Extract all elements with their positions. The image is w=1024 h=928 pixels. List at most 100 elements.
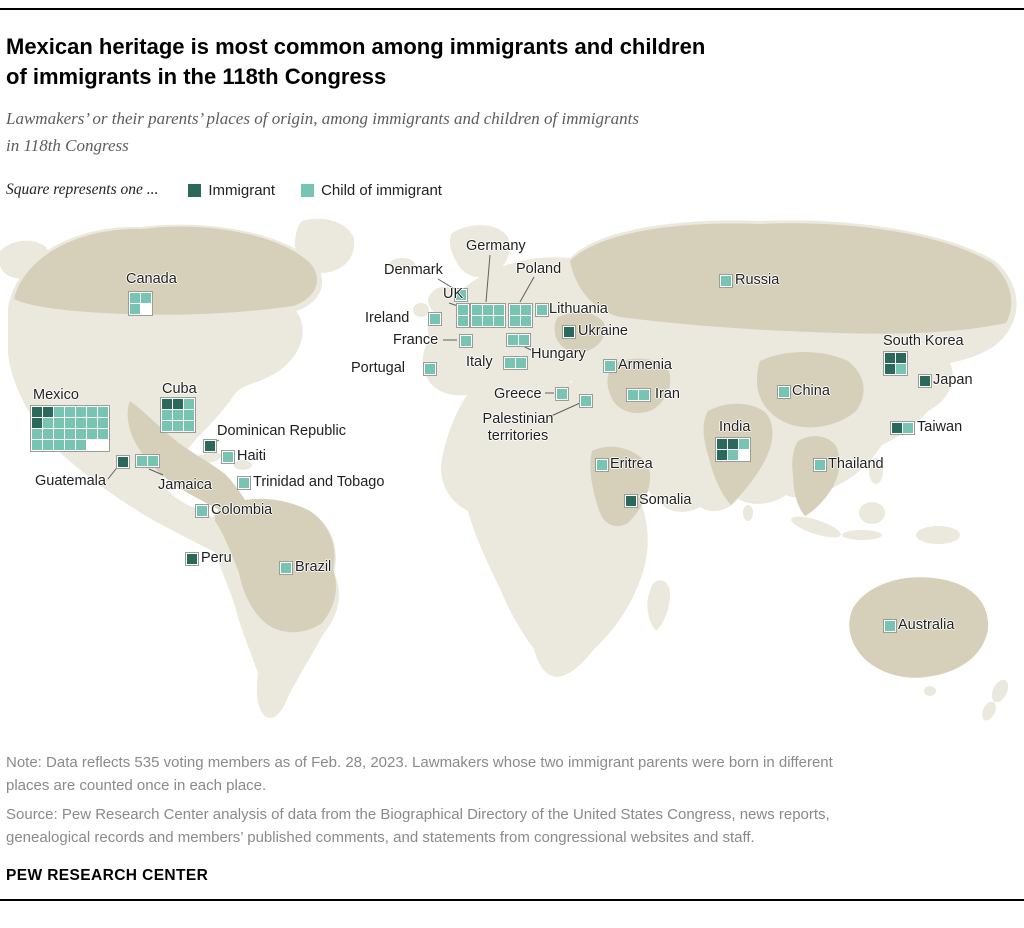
squares-somalia bbox=[624, 494, 638, 508]
squares-south-korea bbox=[883, 351, 908, 376]
child-of-immigrant-square bbox=[458, 305, 468, 315]
child-of-immigrant-square bbox=[130, 293, 140, 303]
squares-jamaica bbox=[135, 454, 160, 468]
country-label-colombia: Colombia bbox=[211, 502, 273, 518]
child-of-immigrant-square bbox=[173, 421, 183, 431]
country-label-ukraine: Ukraine bbox=[578, 323, 628, 339]
country-label-armenia: Armenia bbox=[618, 357, 672, 373]
child-of-immigrant-square bbox=[98, 418, 108, 428]
immigrant-square bbox=[32, 418, 42, 428]
child-of-immigrant-square bbox=[76, 429, 86, 439]
immigrant-square bbox=[892, 423, 902, 433]
child-of-immigrant-square bbox=[516, 358, 526, 368]
child-of-immigrant-square bbox=[461, 336, 471, 346]
country-label-cuba: Cuba bbox=[162, 381, 197, 397]
child-of-immigrant-square bbox=[98, 429, 108, 439]
country-label-denmark: Denmark bbox=[384, 262, 443, 278]
child-of-immigrant-square bbox=[87, 429, 97, 439]
child-of-immigrant-square bbox=[728, 450, 738, 460]
child-of-immigrant-square bbox=[721, 276, 731, 286]
chart-title: Mexican heritage is most common among im… bbox=[6, 34, 706, 89]
legend-label-child: Child of immigrant bbox=[321, 181, 442, 199]
squares-cuba bbox=[160, 397, 196, 433]
child-of-immigrant-square bbox=[508, 335, 518, 345]
country-label-germany: Germany bbox=[466, 238, 526, 254]
country-label-eritrea: Eritrea bbox=[610, 456, 653, 472]
child-of-immigrant-square bbox=[54, 407, 64, 417]
squares-france bbox=[459, 334, 473, 348]
country-label-brazil: Brazil bbox=[295, 559, 332, 575]
child-of-immigrant-square bbox=[494, 305, 504, 315]
child-of-immigrant-square bbox=[425, 364, 435, 374]
country-markers: Canada Mexico Cuba Guatemala Jamaica Dominica… bbox=[0, 213, 1024, 733]
child-of-immigrant-square bbox=[597, 460, 607, 470]
continents bbox=[0, 218, 1017, 721]
country-label-trinidad-and-tobago: Trinidad and Tobago bbox=[253, 474, 385, 490]
child-of-immigrant-square bbox=[98, 407, 108, 417]
country-label-japan: Japan bbox=[933, 372, 973, 388]
child-of-immigrant-square bbox=[54, 418, 64, 428]
child-of-immigrant-square bbox=[537, 305, 547, 315]
child-of-immigrant-square bbox=[639, 390, 649, 400]
immigrant-square bbox=[32, 407, 42, 417]
country-label-australia: Australia bbox=[898, 617, 955, 633]
country-label-ireland: Ireland bbox=[365, 310, 410, 326]
country-label-thailand: Thailand bbox=[828, 456, 884, 472]
country-label-uk: UK bbox=[443, 286, 464, 302]
child-of-immigrant-square bbox=[76, 407, 86, 417]
child-of-immigrant-square bbox=[510, 305, 520, 315]
child-of-immigrant-square bbox=[483, 316, 493, 326]
child-of-immigrant-square bbox=[430, 314, 440, 324]
child-of-immigrant-square bbox=[197, 506, 207, 516]
child-of-immigrant-square bbox=[184, 421, 194, 431]
squares-japan bbox=[918, 374, 932, 388]
child-of-immigrant-square bbox=[87, 407, 97, 417]
child-of-immigrant-square bbox=[65, 418, 75, 428]
country-label-greece: Greece bbox=[494, 386, 542, 402]
child-of-immigrant-square bbox=[458, 316, 468, 326]
country-label-russia: Russia bbox=[735, 272, 780, 288]
child-of-immigrant-square bbox=[43, 440, 53, 450]
child-of-immigrant-square bbox=[162, 410, 172, 420]
country-label-hungary: Hungary bbox=[531, 346, 586, 362]
child-of-immigrant-square bbox=[281, 563, 291, 573]
country-label-india: India bbox=[719, 419, 751, 435]
immigrant-square bbox=[728, 439, 738, 449]
child-of-immigrant-square bbox=[472, 305, 482, 315]
country-label-guatemala: Guatemala bbox=[35, 473, 106, 489]
squares-ireland bbox=[428, 312, 442, 326]
child-of-immigrant-square bbox=[605, 361, 615, 371]
squares-china bbox=[777, 385, 791, 399]
child-of-immigrant-square bbox=[885, 621, 895, 631]
immigrant-swatch-icon bbox=[188, 183, 202, 197]
world-map: Canada Mexico Cuba Guatemala Jamaica Dominica… bbox=[0, 213, 1024, 733]
child-of-immigrant-square bbox=[65, 407, 75, 417]
child-of-immigrant-square bbox=[779, 387, 789, 397]
child-of-immigrant-square bbox=[54, 440, 64, 450]
squares-hungary bbox=[506, 333, 531, 347]
child-of-immigrant-square bbox=[162, 421, 172, 431]
child-of-immigrant-square bbox=[32, 440, 42, 450]
immigrant-square bbox=[885, 364, 895, 374]
child-of-immigrant-square bbox=[54, 429, 64, 439]
country-label-somalia: Somalia bbox=[639, 492, 692, 508]
country-label-peru: Peru bbox=[201, 550, 232, 566]
child-of-immigrant-square bbox=[239, 478, 249, 488]
country-label-france: France bbox=[393, 332, 439, 348]
immigrant-square bbox=[717, 450, 727, 460]
child-of-immigrant-square bbox=[521, 316, 531, 326]
child-of-immigrant-square bbox=[130, 304, 140, 314]
child-of-immigrant-square bbox=[76, 440, 86, 450]
squares-thailand bbox=[813, 458, 827, 472]
child-of-immigrant-square bbox=[65, 440, 75, 450]
note-text: Note: Data reflects 535 voting members a… bbox=[6, 754, 833, 794]
country-label-palestinian-territories: Palestinian territories bbox=[482, 411, 554, 444]
immigrant-square bbox=[885, 353, 895, 363]
squares-lithuania bbox=[535, 303, 549, 317]
country-label-iran: Iran bbox=[655, 386, 680, 402]
country-label-china: China bbox=[792, 383, 830, 399]
child-of-immigrant-square bbox=[510, 316, 520, 326]
squares-portugal bbox=[423, 362, 437, 376]
country-label-haiti: Haiti bbox=[237, 448, 267, 464]
legend-label-immigrant: Immigrant bbox=[208, 181, 276, 199]
